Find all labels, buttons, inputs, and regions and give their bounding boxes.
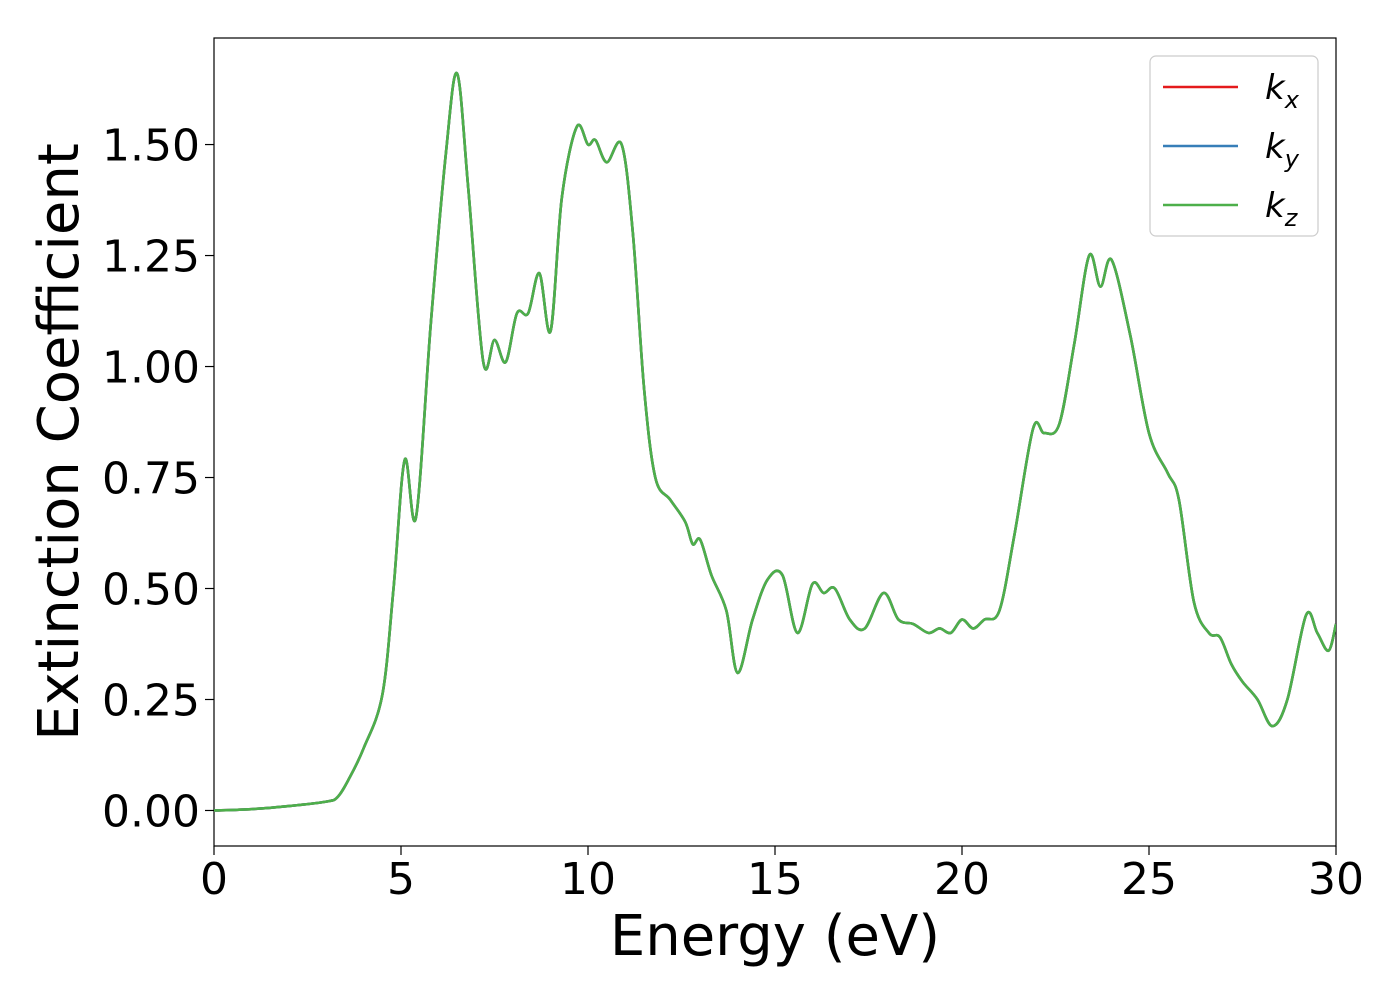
- x-tick-label: 0: [200, 854, 228, 905]
- y-tick-label: 1.25: [102, 232, 200, 283]
- x-axis-label: Energy (eV): [610, 904, 940, 969]
- legend-label-main: k: [1265, 186, 1286, 226]
- x-tick-label: 15: [747, 854, 803, 905]
- legend-label-main: k: [1265, 68, 1286, 108]
- legend-label-sub: y: [1284, 145, 1300, 173]
- y-axis-ticks: 0.00 0.25 0.50 0.75 1.00 1.25 1.50: [102, 121, 214, 837]
- y-tick-label: 1.00: [102, 343, 200, 394]
- x-tick-label: 25: [1121, 854, 1177, 905]
- y-axis-label: Extinction Coefficient: [27, 143, 92, 741]
- legend-label-main: k: [1265, 127, 1286, 167]
- x-tick-label: 20: [934, 854, 990, 905]
- x-tick-label: 5: [387, 854, 415, 905]
- legend-label-k-z: kz: [1265, 186, 1299, 232]
- x-tick-label: 30: [1308, 854, 1364, 905]
- x-tick-label: 10: [560, 854, 616, 905]
- legend-label-k-y: ky: [1265, 127, 1300, 173]
- y-tick-label: 0.00: [102, 786, 200, 837]
- y-tick-label: 0.25: [102, 675, 200, 726]
- legend-label-k-x: kx: [1265, 68, 1300, 114]
- y-tick-label: 0.50: [102, 565, 200, 616]
- series-line-k-z: [214, 71, 1336, 812]
- legend-label-sub: z: [1284, 204, 1299, 232]
- y-tick-label: 0.75: [102, 454, 200, 505]
- series-lines: [214, 71, 1336, 812]
- x-axis-ticks: 0 5 10 15 20 25 30: [200, 846, 1364, 905]
- y-tick-label: 1.50: [102, 121, 200, 172]
- legend-label-sub: x: [1284, 86, 1300, 114]
